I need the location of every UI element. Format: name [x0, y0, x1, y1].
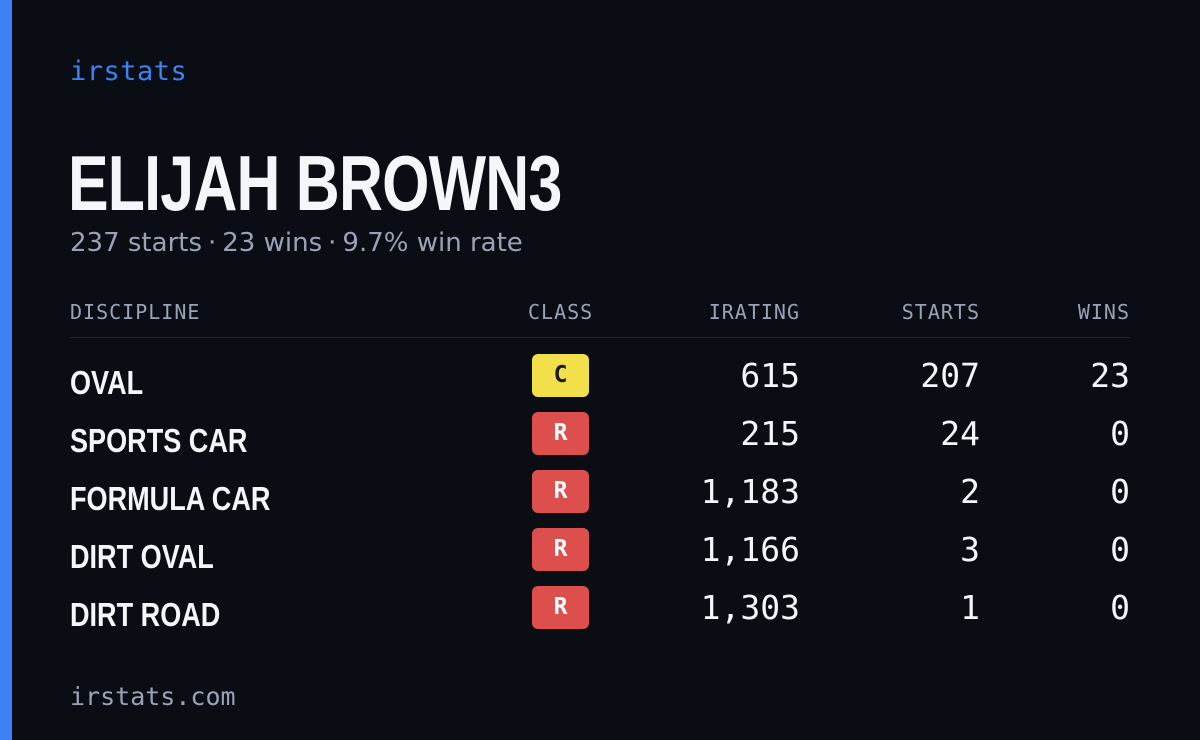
driver-summary: 237 starts · 23 wins · 9.7% win rate: [70, 228, 523, 258]
class-badge: R: [532, 528, 589, 571]
wins-value: 0: [1110, 472, 1130, 511]
class-badge: R: [532, 586, 589, 629]
table-row: OVAL C 615 207 23: [70, 354, 1130, 412]
wins-value: 0: [1110, 414, 1130, 453]
discipline-label: DIRT OVAL: [70, 538, 214, 575]
header-irating: IRATING: [708, 300, 800, 324]
class-badge: R: [532, 470, 589, 513]
starts-value: 24: [940, 414, 980, 453]
class-badge: C: [532, 354, 589, 397]
discipline-label: DIRT ROAD: [70, 596, 221, 633]
summary-win-rate: 9.7% win rate: [342, 228, 523, 258]
driver-name: ELIJAH BROWN3: [68, 139, 562, 227]
irating-value: 1,303: [700, 588, 800, 627]
header-class: CLASS: [528, 300, 594, 324]
wins-value: 0: [1110, 530, 1130, 569]
irating-value: 215: [740, 414, 800, 453]
starts-value: 1: [960, 588, 980, 627]
summary-separator: ·: [328, 228, 337, 258]
discipline-label: SPORTS CAR: [70, 422, 248, 459]
table-row: DIRT OVAL R 1,166 3 0: [70, 528, 1130, 586]
discipline-label: FORMULA CAR: [70, 480, 271, 517]
starts-value: 207: [920, 356, 980, 395]
irating-value: 1,166: [700, 530, 800, 569]
table-row: DIRT ROAD R 1,303 1 0: [70, 586, 1130, 644]
starts-value: 3: [960, 530, 980, 569]
summary-separator: ·: [208, 228, 217, 258]
table-row: FORMULA CAR R 1,183 2 0: [70, 470, 1130, 528]
wins-value: 0: [1110, 588, 1130, 627]
irating-value: 615: [740, 356, 800, 395]
brand-logo[interactable]: irstats: [70, 56, 188, 87]
table-header: DISCIPLINE CLASS IRATING STARTS WINS: [70, 300, 1130, 338]
table-row: SPORTS CAR R 215 24 0: [70, 412, 1130, 470]
irating-value: 1,183: [700, 472, 800, 511]
header-wins: WINS: [1077, 300, 1130, 324]
header-discipline: DISCIPLINE: [70, 300, 201, 324]
summary-wins: 23 wins: [222, 228, 323, 258]
wins-value: 23: [1090, 356, 1130, 395]
starts-value: 2: [960, 472, 980, 511]
accent-bar: [0, 0, 12, 740]
header-starts: STARTS: [901, 300, 980, 324]
class-badge: R: [532, 412, 589, 455]
discipline-label: OVAL: [70, 364, 144, 401]
footer-url[interactable]: irstats.com: [70, 682, 236, 711]
summary-starts: 237 starts: [70, 228, 202, 258]
